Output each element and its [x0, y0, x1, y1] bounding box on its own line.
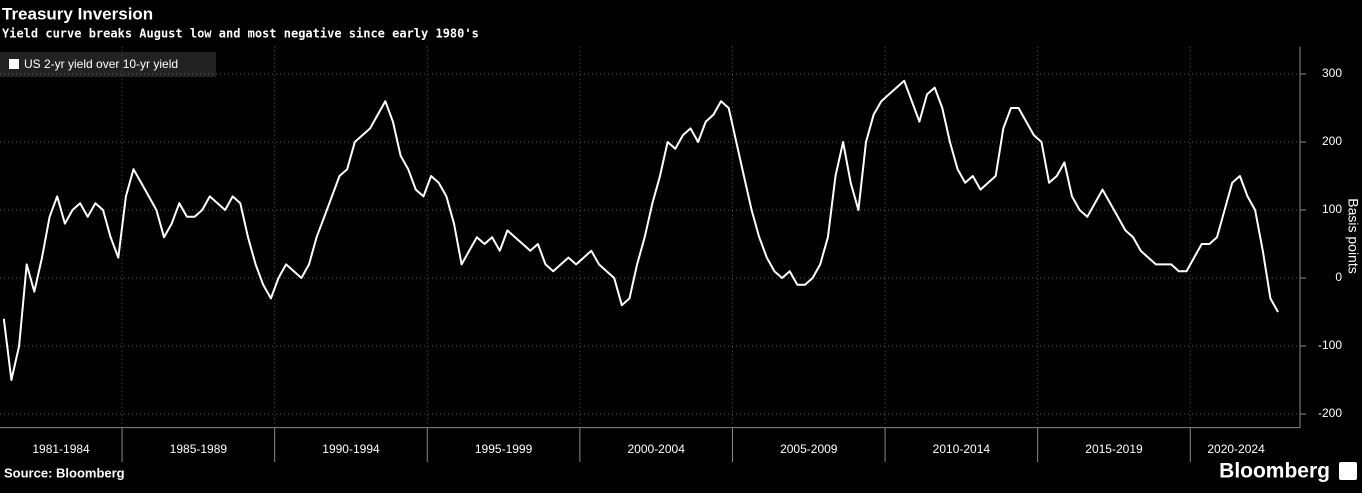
chart-title: Treasury Inversion	[2, 4, 153, 23]
x-tick-label: 1981-1984	[32, 442, 90, 456]
brand: Bloomberg	[1219, 460, 1330, 483]
x-tick-label: 1995-1999	[475, 442, 533, 456]
series-line	[2, 79, 1279, 381]
y-tick-label: -200	[1318, 406, 1342, 420]
x-tick-label: 2015-2019	[1085, 442, 1143, 456]
x-tick-label: 2005-2009	[780, 442, 838, 456]
legend-swatch	[9, 59, 19, 69]
y-tick-label: 100	[1322, 202, 1342, 216]
y-tick-label: 200	[1322, 134, 1342, 148]
y-axis-label: Basis points	[1345, 198, 1361, 273]
chart-subtitle: Yield curve breaks August low and most n…	[2, 27, 479, 41]
legend-label: US 2-yr yield over 10-yr yield	[24, 57, 178, 71]
y-tick-label: 300	[1322, 66, 1342, 80]
x-tick-label: 2000-2004	[627, 442, 685, 456]
source: Source: Bloomberg	[4, 465, 125, 480]
x-tick-label: 2020-2024	[1207, 442, 1265, 456]
x-tick-label: 1990-1994	[322, 442, 380, 456]
x-tick-label: 2010-2014	[933, 442, 991, 456]
y-tick-label: 0	[1335, 270, 1342, 284]
legend-box	[0, 52, 216, 77]
y-tick-label: -100	[1318, 338, 1342, 352]
x-tick-label: 1985-1989	[170, 442, 228, 456]
brand-icon	[1339, 462, 1357, 480]
